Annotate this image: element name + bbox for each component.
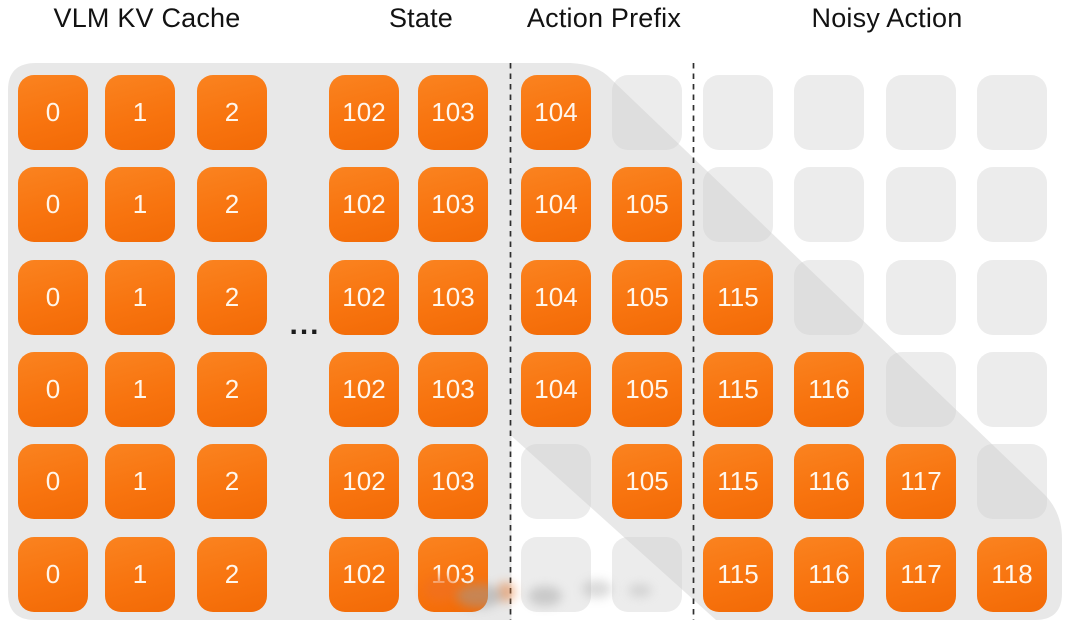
token-cell-empty bbox=[977, 167, 1047, 242]
token-cell: 102 bbox=[329, 260, 399, 335]
token-cell-empty bbox=[886, 167, 956, 242]
blur-artifact bbox=[628, 584, 652, 597]
token-cell: 117 bbox=[886, 537, 956, 612]
token-cell: 103 bbox=[418, 352, 488, 427]
blur-artifact bbox=[528, 586, 562, 606]
token-cell: 115 bbox=[703, 444, 773, 519]
token-cell: 1 bbox=[105, 352, 175, 427]
token-cell-empty bbox=[521, 444, 591, 519]
token-cell-empty bbox=[612, 537, 682, 612]
token-cell: 1 bbox=[105, 537, 175, 612]
token-cell: 0 bbox=[18, 75, 88, 150]
token-cell-empty bbox=[794, 75, 864, 150]
header-action-prefix: Action Prefix bbox=[526, 3, 682, 33]
token-cell: 1 bbox=[105, 167, 175, 242]
token-cell: 0 bbox=[18, 444, 88, 519]
header-noisy-action: Noisy Action bbox=[811, 3, 963, 33]
token-cell-empty bbox=[521, 537, 591, 612]
token-cell: 116 bbox=[794, 352, 864, 427]
token-cell: 0 bbox=[18, 260, 88, 335]
token-cell: 103 bbox=[418, 75, 488, 150]
token-cell: 104 bbox=[521, 260, 591, 335]
token-cell: 1 bbox=[105, 75, 175, 150]
token-cell: 103 bbox=[418, 260, 488, 335]
token-cell: 1 bbox=[105, 260, 175, 335]
token-cell: 102 bbox=[329, 75, 399, 150]
token-cell-empty bbox=[794, 167, 864, 242]
header-state: State bbox=[388, 3, 454, 33]
token-cell: 115 bbox=[703, 352, 773, 427]
blur-artifact bbox=[582, 580, 612, 598]
token-cell: 105 bbox=[612, 352, 682, 427]
token-cell: 118 bbox=[977, 537, 1047, 612]
token-cell: 0 bbox=[18, 167, 88, 242]
header-vlm-kv-cache: VLM KV Cache bbox=[53, 3, 241, 33]
token-cell: 116 bbox=[794, 444, 864, 519]
token-cell: 2 bbox=[197, 75, 267, 150]
mask-white-notch bbox=[511, 436, 716, 620]
token-cell-empty bbox=[977, 260, 1047, 335]
token-cell: 103 bbox=[418, 167, 488, 242]
token-cell-empty bbox=[794, 260, 864, 335]
token-cell: 115 bbox=[703, 260, 773, 335]
token-cell: 104 bbox=[521, 75, 591, 150]
token-cell: 102 bbox=[329, 537, 399, 612]
token-cell: 105 bbox=[612, 260, 682, 335]
token-cell: 104 bbox=[521, 352, 591, 427]
token-cell: 0 bbox=[18, 352, 88, 427]
token-cell-empty bbox=[612, 75, 682, 150]
token-cell: 2 bbox=[197, 537, 267, 612]
token-cell-empty bbox=[703, 167, 773, 242]
ellipsis: ... bbox=[289, 308, 321, 341]
token-cell: 105 bbox=[612, 444, 682, 519]
token-cell: 116 bbox=[794, 537, 864, 612]
token-cell: 2 bbox=[197, 167, 267, 242]
token-cell: 104 bbox=[521, 167, 591, 242]
token-cell: 102 bbox=[329, 167, 399, 242]
blur-artifact bbox=[456, 584, 502, 608]
token-cell-empty bbox=[977, 352, 1047, 427]
token-cell-empty bbox=[886, 260, 956, 335]
token-cell-empty bbox=[977, 444, 1047, 519]
token-cell: 102 bbox=[329, 352, 399, 427]
token-cell: 103 bbox=[418, 444, 488, 519]
token-cell: 0 bbox=[18, 537, 88, 612]
token-cell-empty bbox=[886, 75, 956, 150]
token-cell: 1 bbox=[105, 444, 175, 519]
token-cell: 117 bbox=[886, 444, 956, 519]
blur-artifact bbox=[424, 576, 458, 602]
token-cell: 102 bbox=[329, 444, 399, 519]
token-cell: 2 bbox=[197, 352, 267, 427]
token-cell-empty bbox=[886, 352, 956, 427]
token-cell-empty bbox=[977, 75, 1047, 150]
token-cell: 105 bbox=[612, 167, 682, 242]
token-cell: 2 bbox=[197, 260, 267, 335]
token-cell: 2 bbox=[197, 444, 267, 519]
token-cell-empty bbox=[703, 75, 773, 150]
token-cell: 115 bbox=[703, 537, 773, 612]
